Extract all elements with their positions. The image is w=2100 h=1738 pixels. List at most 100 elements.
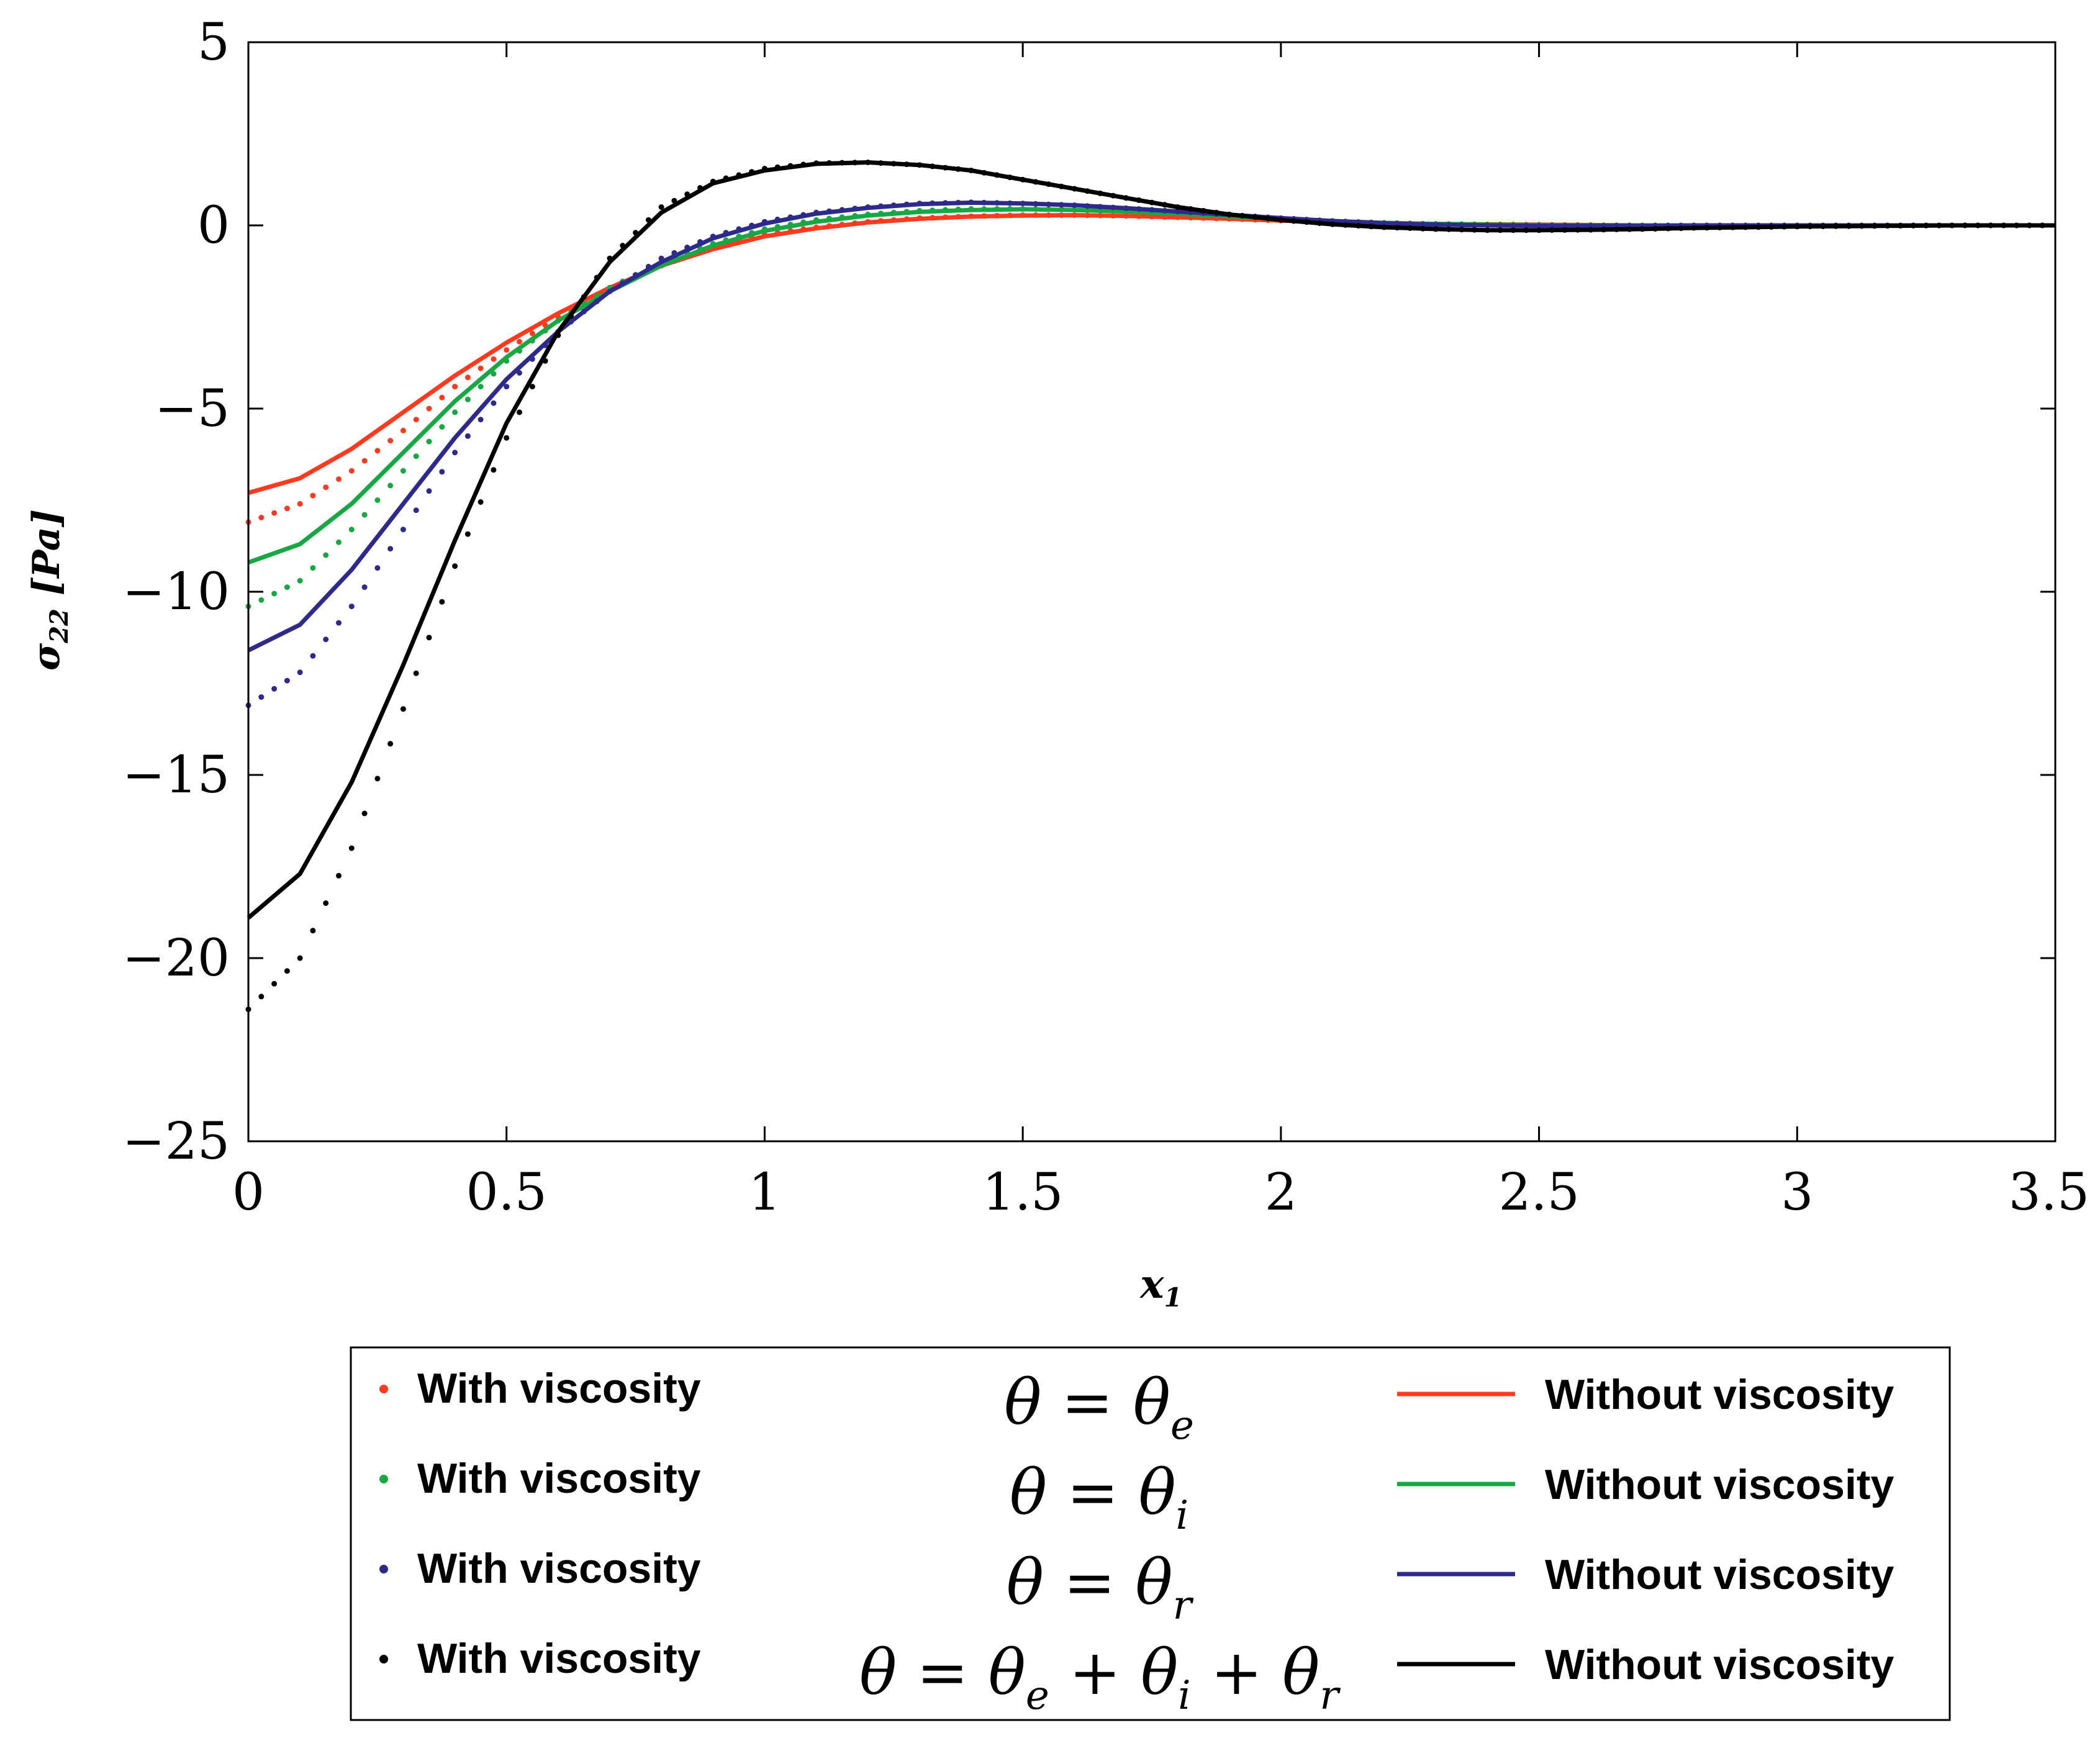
data-point — [491, 467, 497, 473]
data-point — [439, 424, 445, 430]
x-tick-label: 1.5 — [982, 1163, 1063, 1222]
data-point — [323, 484, 329, 491]
theta-sub: e — [1026, 1673, 1049, 1719]
data-point — [284, 968, 290, 974]
x-axis-title-base: x — [1139, 1261, 1164, 1308]
data-point — [336, 476, 342, 482]
data-point — [297, 500, 303, 507]
theta-lhs: θ = — [1004, 1366, 1133, 1439]
legend-without-viscosity-label: Without viscosity — [1545, 1371, 1894, 1418]
data-point — [374, 497, 381, 503]
data-point — [387, 546, 394, 552]
data-point — [284, 584, 290, 591]
data-point — [452, 563, 458, 569]
data-point — [452, 450, 458, 456]
data-point — [348, 604, 355, 610]
legend-marker-dot — [379, 1565, 388, 1573]
data-point — [477, 365, 484, 371]
theta-term: θ — [989, 1636, 1026, 1709]
data-point — [387, 482, 394, 489]
series-line-5 — [247, 200, 2055, 653]
data-point — [400, 427, 406, 433]
theta-sub: i — [1178, 1673, 1190, 1719]
data-point — [504, 435, 510, 441]
data-point — [297, 669, 303, 676]
legend-row: With viscosity θ = θi Without viscosity — [379, 1455, 1894, 1539]
legend-without-viscosity-label: Without viscosity — [1545, 1641, 1894, 1688]
data-point — [374, 565, 381, 571]
data-point — [297, 955, 303, 961]
data-point — [477, 417, 484, 423]
data-point — [504, 384, 510, 390]
y-tick-label: −15 — [122, 746, 230, 805]
y-tick-label: 5 — [197, 13, 230, 72]
x-tick-label: 2 — [1265, 1163, 1297, 1222]
data-point — [297, 577, 303, 584]
data-point — [517, 338, 522, 345]
data-point — [400, 527, 406, 533]
data-point — [258, 694, 265, 700]
data-point — [348, 845, 355, 851]
x-axis-title: x1 — [1139, 1261, 1182, 1313]
data-point — [336, 539, 342, 545]
data-point — [464, 374, 471, 381]
x-tick-label: 3.5 — [2009, 1163, 2089, 1222]
data-point — [284, 505, 290, 512]
data-point — [271, 686, 278, 692]
data-point — [439, 599, 445, 605]
data-point — [477, 384, 484, 390]
data-point — [413, 670, 419, 676]
y-tick-label: 0 — [197, 196, 230, 255]
data-point — [361, 584, 368, 591]
x-tick-label: 1 — [748, 1163, 781, 1222]
x-tick-label: 2.5 — [1498, 1163, 1579, 1222]
legend-row: With viscosity θ = θe Without viscosity — [379, 1365, 1894, 1449]
legend-theta-label: θ = θe — [1004, 1366, 1194, 1449]
data-point — [529, 330, 535, 337]
data-point — [348, 468, 355, 474]
data-point — [426, 635, 432, 641]
data-point — [387, 741, 394, 747]
theta-plus: + — [1191, 1636, 1282, 1709]
data-point — [413, 417, 419, 423]
series-dotted-4 — [245, 199, 2045, 708]
theta-term: θ — [1138, 1456, 1175, 1529]
legend-marker-dot — [379, 1385, 388, 1393]
legend-with-viscosity-label: With viscosity — [417, 1365, 701, 1412]
data-point — [464, 433, 471, 439]
theta-term: θ — [1282, 1636, 1319, 1709]
data-point — [323, 900, 329, 906]
series-line-3 — [247, 207, 2055, 565]
data-point — [400, 468, 406, 474]
data-point — [426, 405, 432, 412]
data-point — [477, 499, 484, 505]
series-line-7 — [247, 160, 2055, 920]
data-point — [387, 438, 394, 444]
data-point — [413, 453, 419, 459]
data-point — [464, 396, 471, 402]
data-point — [310, 565, 316, 571]
data-point — [426, 488, 432, 494]
data-point — [413, 507, 419, 514]
data-point — [323, 552, 329, 558]
data-point — [439, 394, 445, 401]
legend-theta-label: θ = θe + θi + θr — [859, 1636, 1341, 1719]
data-point — [491, 400, 497, 406]
data-point — [452, 384, 458, 390]
data-point — [258, 597, 265, 603]
data-point — [658, 204, 664, 210]
data-point — [504, 347, 510, 353]
theta-sub: r — [1173, 1583, 1194, 1629]
legend-with-viscosity-label: With viscosity — [417, 1635, 701, 1682]
data-point — [323, 636, 329, 643]
data-point — [491, 356, 497, 362]
legend-row: With viscosity θ = θr Without viscosity — [379, 1545, 1894, 1629]
theta-term: θ — [1133, 1366, 1170, 1439]
data-point — [284, 677, 290, 684]
data-point — [258, 993, 265, 1000]
legend-theta-label: θ = θr — [1007, 1546, 1194, 1629]
data-point — [361, 512, 368, 518]
